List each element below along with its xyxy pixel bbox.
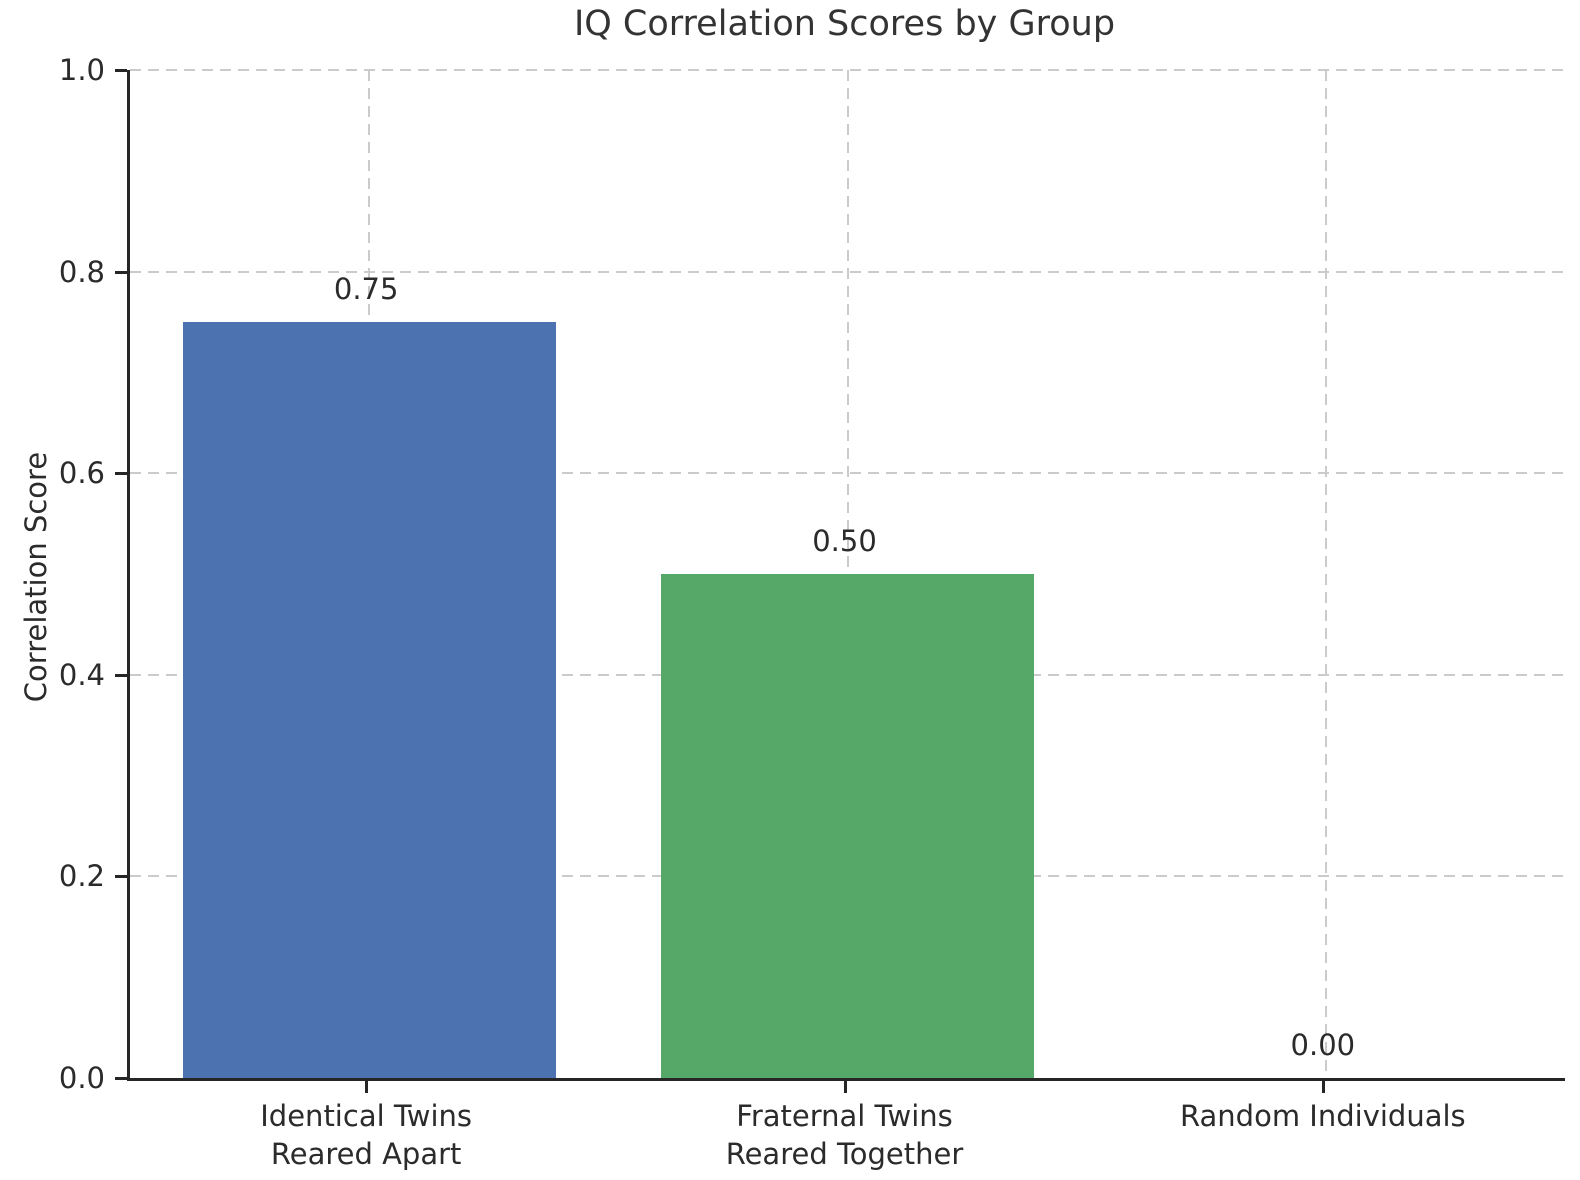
v-gridline [1324, 70, 1327, 1078]
y-tick-label: 0.6 [58, 456, 105, 491]
bar [182, 322, 556, 1078]
y-tick-label: 0.0 [58, 1061, 105, 1095]
y-tick-mark [115, 673, 127, 677]
y-tick-mark [115, 270, 127, 274]
y-tick-mark [115, 1077, 127, 1080]
y-tick-label: 0.8 [58, 254, 105, 289]
x-tick-label: Random Individuals [1180, 1099, 1466, 1133]
y-tick-label: 1.0 [58, 53, 105, 87]
y-tick-mark [115, 875, 127, 879]
x-tick-mark [365, 1081, 369, 1093]
x-tick-mark [1321, 1081, 1325, 1093]
x-tick-mark [843, 1081, 847, 1093]
bar [660, 574, 1035, 1078]
bar-value-label: 0.00 [1290, 1028, 1356, 1062]
y-tick-label: 0.4 [58, 657, 105, 692]
x-tick-label: Fraternal Twins Reared Together [725, 1099, 964, 1171]
y-tick-mark [115, 472, 127, 476]
y-tick-mark [115, 69, 127, 72]
bar-value-label: 0.75 [333, 272, 399, 306]
y-tick-label: 0.2 [58, 859, 105, 894]
plot-area [127, 69, 1565, 1081]
bar-value-label: 0.50 [812, 524, 877, 558]
chart-title: IQ Correlation Scores by Group [573, 4, 1116, 44]
x-tick-label: Identical Twins Reared Apart [260, 1099, 473, 1171]
